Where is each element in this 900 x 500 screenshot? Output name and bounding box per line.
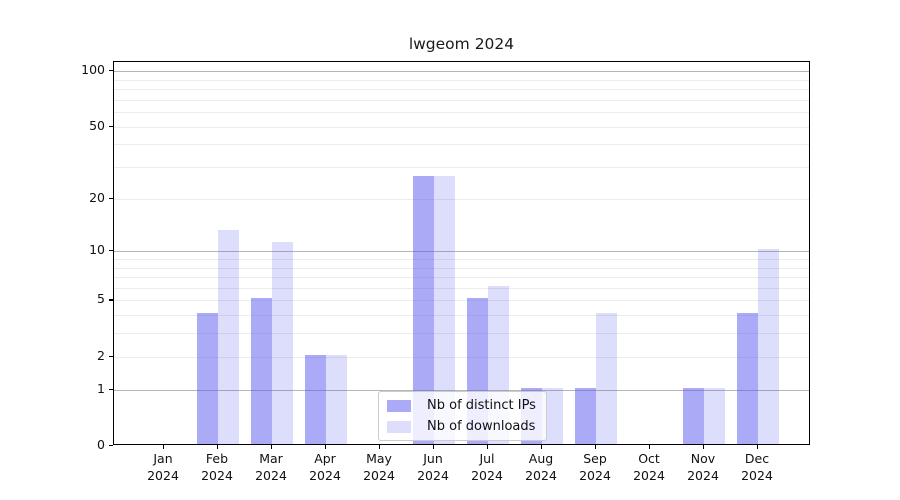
gridline-minor (114, 315, 809, 317)
x-tick-label: Mar 2024 (255, 451, 287, 483)
x-tick (271, 445, 273, 449)
legend-item-downloads: Nb of downloads (387, 419, 536, 434)
bar-ips-dec (737, 313, 758, 444)
bar-downloads-jun (434, 176, 455, 444)
bar-ips-feb (197, 313, 218, 444)
x-tick (433, 445, 435, 449)
y-tick-label: 100 (81, 62, 105, 78)
gridline-minor (114, 258, 809, 260)
x-tick (487, 445, 489, 449)
gridline-minor (114, 89, 809, 91)
x-tick-label: May 2024 (363, 451, 395, 483)
x-tick (757, 445, 759, 449)
legend-item-distinct-ips: Nb of distinct IPs (387, 398, 536, 413)
x-tick (217, 445, 219, 449)
bar-downloads-nov (704, 387, 725, 444)
gridline-minor (114, 356, 809, 358)
x-tick-label: Nov 2024 (687, 451, 719, 483)
plot-area: Nb of distinct IPs Nb of downloads (113, 61, 810, 445)
legend-swatch-distinct-ips (387, 399, 411, 412)
gridline-minor (114, 277, 809, 279)
y-tick-label: 20 (89, 189, 105, 205)
gridline-minor (114, 198, 809, 200)
y-tick (109, 197, 113, 199)
x-tick-label: Apr 2024 (309, 451, 341, 483)
y-tick-label: 1 (97, 380, 105, 396)
legend: Nb of distinct IPs Nb of downloads (378, 391, 547, 441)
x-tick (163, 445, 165, 449)
chart-title: lwgeom 2024 (408, 35, 515, 53)
x-tick-label: Jan 2024 (147, 451, 179, 483)
gridline-major (114, 251, 809, 253)
y-tick (109, 388, 113, 390)
bar-ips-mar (251, 298, 272, 444)
y-tick (109, 125, 113, 127)
x-tick (649, 445, 651, 449)
bar-downloads-sep (596, 313, 617, 444)
legend-swatch-downloads (387, 420, 411, 433)
bar-downloads-feb (218, 229, 239, 444)
gridline-minor (114, 112, 809, 114)
gridline-minor (114, 99, 809, 101)
gridline-minor (114, 79, 809, 81)
y-tick (109, 355, 113, 357)
x-tick-label: Feb 2024 (201, 451, 233, 483)
y-tick (109, 445, 113, 447)
gridline-minor (114, 333, 809, 335)
y-tick-label: 50 (89, 117, 105, 133)
gridline-major (114, 389, 809, 391)
gridline-minor (114, 287, 809, 289)
x-tick (325, 445, 327, 449)
gridline-minor (114, 167, 809, 169)
gridline-major (114, 71, 809, 73)
x-tick-label: Aug 2024 (525, 451, 557, 483)
legend-label-distinct-ips: Nb of distinct IPs (427, 398, 536, 413)
bar-ips-sep (575, 387, 596, 444)
x-tick-label: Jun 2024 (417, 451, 449, 483)
x-tick-label: Oct 2024 (633, 451, 665, 483)
bar-ips-nov (683, 387, 704, 444)
bar-downloads-dec (758, 249, 779, 444)
bar-ips-jun (413, 176, 434, 444)
bar-ips-apr (305, 354, 326, 444)
x-tick-label: Dec 2024 (741, 451, 773, 483)
bar-downloads-aug (542, 387, 563, 444)
x-tick-label: Jul 2024 (471, 451, 503, 483)
gridline-minor (114, 300, 809, 302)
x-tick (703, 445, 705, 449)
gridline-minor (114, 267, 809, 269)
bar-downloads-mar (272, 242, 293, 444)
x-tick (541, 445, 543, 449)
y-tick-label: 10 (89, 242, 105, 258)
x-tick-label: Sep 2024 (579, 451, 611, 483)
x-tick (595, 445, 597, 449)
gridline-minor (114, 144, 809, 146)
y-tick-label: 5 (97, 291, 105, 307)
legend-label-downloads: Nb of downloads (427, 419, 536, 434)
gridline-minor (114, 126, 809, 128)
y-tick-label: 0 (97, 437, 105, 452)
bar-downloads-apr (326, 354, 347, 444)
y-tick (109, 299, 113, 301)
x-tick (379, 445, 381, 449)
y-tick (109, 250, 113, 252)
y-tick (109, 70, 113, 72)
y-tick-label: 2 (97, 347, 105, 363)
